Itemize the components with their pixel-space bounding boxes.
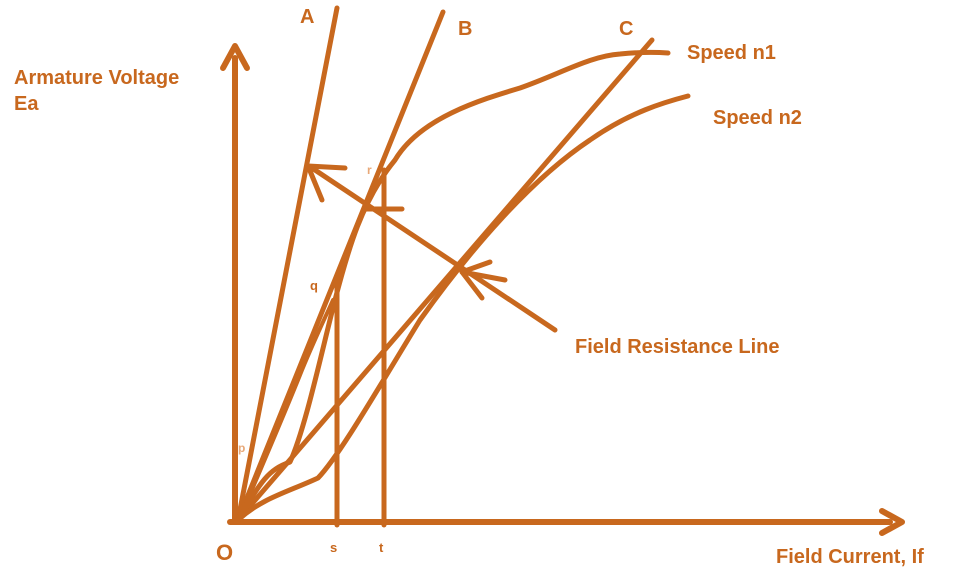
y-axis — [220, 43, 250, 525]
speed-n1-label: Speed n1 — [687, 42, 776, 64]
x-axis — [227, 508, 905, 536]
point-s-label: s — [330, 540, 337, 555]
line-a-label: A — [300, 6, 314, 28]
point-t-label: t — [379, 540, 384, 555]
y-axis-label-line2: Ea — [14, 93, 39, 115]
line-b — [235, 9, 446, 523]
field-resistance-label: Field Resistance Line — [575, 336, 780, 358]
curve-speed-n1 — [235, 49, 671, 523]
line-a — [235, 5, 340, 523]
speed-n2-label: Speed n2 — [713, 107, 802, 129]
curve-speed-n2 — [235, 93, 691, 523]
line-c-label: C — [619, 18, 633, 40]
point-p-label: p — [238, 441, 245, 455]
line-c — [235, 37, 655, 523]
x-axis-label: Field Current, If — [776, 546, 924, 568]
origin-label: O — [216, 540, 233, 565]
point-r-label: r — [367, 163, 372, 177]
arrow-to-intersection — [459, 259, 508, 301]
point-q-label: q — [310, 278, 318, 293]
y-axis-label-line1: Armature Voltage — [14, 67, 179, 89]
arrow-to-line-a — [305, 163, 558, 333]
curve-inner — [238, 298, 335, 520]
line-b-label: B — [458, 18, 472, 40]
